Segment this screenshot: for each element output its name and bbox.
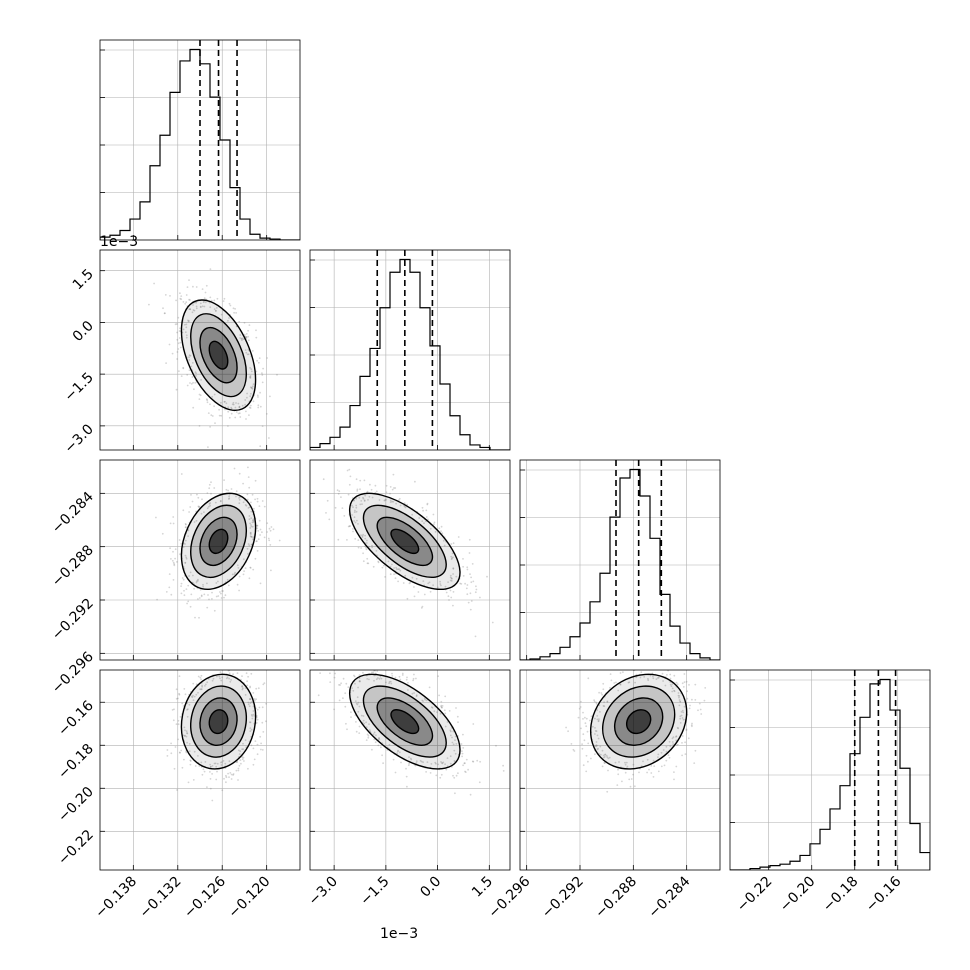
panel-3-0-plot-area: [100, 670, 300, 870]
histogram-step: [100, 48, 300, 240]
density-fill: [391, 529, 419, 554]
panel-0-0-plot-area: [100, 40, 300, 240]
tick-label-y: −0.288: [49, 542, 97, 590]
tick-label-x: 0.0: [417, 874, 444, 901]
tick-label-x: −0.138: [92, 874, 140, 922]
scatter-points: [155, 466, 281, 619]
density-fill: [626, 709, 651, 734]
density-fill: [391, 709, 419, 734]
contour-line: [390, 528, 420, 555]
tick-label-y: −0.284: [49, 489, 97, 537]
density-fill: [209, 709, 228, 734]
scatter-points: [317, 670, 505, 796]
tick-label-y: −0.296: [49, 649, 97, 697]
tick-label-x: −0.20: [777, 874, 819, 916]
contour-line: [208, 340, 229, 370]
histogram-step: [730, 678, 930, 870]
axes-frame: [99, 39, 301, 241]
offset-label-y: 1e−3: [100, 234, 138, 250]
axes-frame: [99, 459, 301, 661]
panel-1-0-plot-area: [100, 250, 300, 450]
tick-label-y: −0.16: [55, 698, 97, 740]
contour-line: [199, 516, 238, 567]
axes-frame: [309, 249, 511, 451]
panel-1-1: [309, 249, 511, 451]
contour-line: [208, 528, 229, 555]
contour-line: [199, 326, 238, 384]
contour-line: [362, 504, 447, 579]
axes-frame: [309, 459, 511, 661]
panel-3-2: [519, 669, 721, 871]
contour-line: [190, 685, 247, 758]
tick-label-x: −0.132: [137, 874, 185, 922]
contour-line: [180, 299, 257, 412]
contour-line: [390, 709, 420, 735]
panel-2-0-plot-area: [100, 460, 300, 660]
panel-2-1-plot-area: [310, 460, 510, 660]
tick-label-x: −0.18: [820, 874, 862, 916]
tick-label-x: −3.0: [306, 874, 341, 909]
tick-label-y: −3.0: [61, 421, 96, 456]
contour-line: [208, 709, 229, 735]
contour-line: [190, 313, 247, 398]
tick-label-x: −1.5: [357, 874, 392, 909]
panel-3-3: [729, 669, 931, 871]
contour-line: [180, 492, 257, 591]
contour-line: [601, 685, 676, 758]
axes-frame: [519, 459, 721, 661]
contour-line: [180, 673, 257, 770]
contour-line: [348, 673, 461, 770]
panel-3-0: [99, 669, 301, 871]
panel-2-2: [519, 459, 721, 661]
contour-line: [589, 673, 688, 770]
panel-0-0: [99, 39, 301, 241]
axes-frame: [309, 669, 511, 871]
contour-line: [199, 697, 238, 746]
tick-label-x: 1.5: [469, 874, 496, 901]
panel-1-1-plot-area: [310, 250, 510, 450]
panel-3-1: [309, 669, 511, 871]
contour-line: [376, 697, 434, 746]
axes-frame: [729, 669, 931, 871]
tick-label-x: −0.288: [592, 874, 640, 922]
tick-label-y: −1.5: [61, 370, 96, 405]
histogram-step: [310, 258, 510, 450]
axes-frame: [99, 249, 301, 451]
tick-label-y: 1.5: [70, 266, 97, 293]
panel-3-3-plot-area: [730, 670, 930, 870]
panel-1-0: [99, 249, 301, 451]
contour-line: [348, 492, 461, 591]
tick-label-x: −0.120: [226, 874, 274, 922]
density-fill: [209, 529, 228, 554]
contour-line: [613, 697, 664, 746]
panel-2-2-plot-area: [520, 460, 720, 660]
tick-label-x: −0.284: [646, 873, 694, 921]
panel-3-1-plot-area: [310, 670, 510, 870]
offset-label-x: 1e−3: [380, 926, 418, 942]
tick-label-x: −0.16: [863, 873, 905, 915]
tick-label-x: −0.22: [734, 874, 776, 916]
tick-label-y: −0.20: [55, 784, 97, 826]
contour-line: [625, 709, 652, 735]
tick-label-x: −0.296: [486, 873, 534, 921]
contour-line: [362, 685, 447, 758]
panel-2-1: [309, 459, 511, 661]
tick-label-y: 0.0: [70, 318, 97, 345]
tick-label-y: −0.292: [49, 596, 97, 644]
tick-label-y: −0.18: [55, 741, 97, 783]
tick-label-x: −0.292: [539, 874, 587, 922]
contour-line: [376, 516, 434, 567]
tick-label-y: −0.22: [55, 827, 97, 869]
panel-2-0: [99, 459, 301, 661]
panel-3-2-plot-area: [520, 670, 720, 870]
axes-frame: [99, 669, 301, 871]
tick-label-x: −0.126: [181, 873, 229, 921]
histogram-step: [520, 468, 720, 660]
axes-frame: [519, 669, 721, 871]
contour-line: [190, 504, 247, 579]
